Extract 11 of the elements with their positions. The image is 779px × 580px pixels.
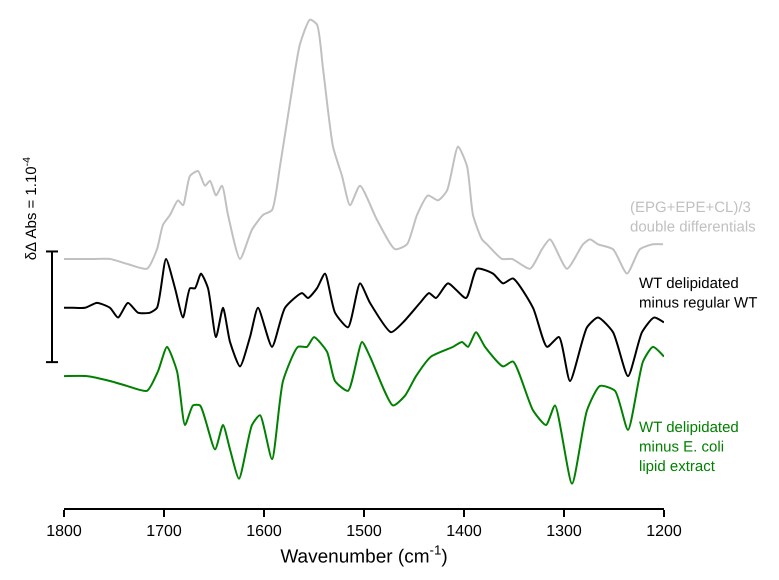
x-tick-label: 1600 — [246, 523, 282, 540]
x-axis-title: Wavenumber (cm$^{-1}$) — [280, 542, 448, 568]
x-tick-label: 1300 — [546, 523, 582, 540]
x-tick-label: 1200 — [646, 523, 682, 540]
series-label: WT delipidated minus regular WT — [639, 275, 758, 312]
x-tick-label: 1400 — [446, 523, 482, 540]
series-label: (EPG+EPE+CL)/3 double differentials — [630, 199, 756, 236]
x-tick-label: 1500 — [346, 523, 382, 540]
x-tick-label: 1800 — [46, 523, 82, 540]
series-label: WT delipidated minus E. coli lipid extract — [639, 419, 739, 475]
x-tick-label: 1700 — [146, 523, 182, 540]
